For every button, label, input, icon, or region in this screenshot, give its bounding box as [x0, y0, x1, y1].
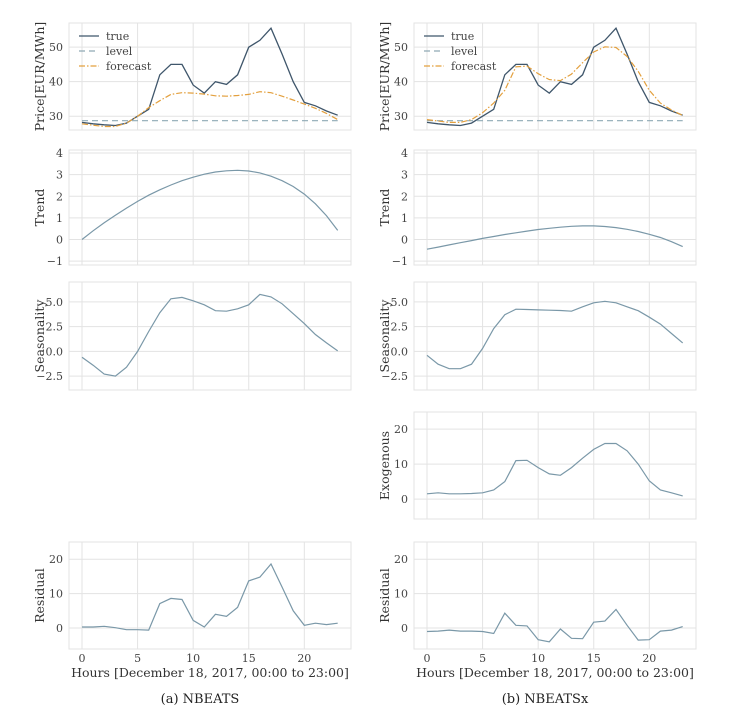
y-tick-label: 1 — [56, 212, 63, 225]
y-axis-label: Residual — [32, 568, 47, 623]
y-tick-label: 40 — [49, 76, 63, 89]
legend-label: forecast — [106, 60, 152, 73]
y-axis-label: Price[EUR/MWh] — [32, 22, 47, 132]
y-tick-label: 20 — [394, 553, 408, 566]
plot-area — [413, 541, 697, 650]
x-tick-label: 5 — [479, 652, 486, 665]
y-tick-label: 2 — [56, 190, 63, 203]
y-tick-label: 30 — [49, 110, 63, 123]
series-line-component — [426, 225, 683, 250]
plot-area — [68, 149, 352, 266]
legend: true level forecast — [424, 30, 497, 73]
series-line-component — [81, 169, 339, 240]
y-tick-label: 0.0 — [391, 345, 409, 358]
y-tick-label: −2.5 — [36, 370, 63, 383]
series-line-component — [81, 293, 339, 377]
y-tick-label: 0 — [56, 233, 63, 246]
x-tick-label: 20 — [297, 652, 311, 665]
x-tick-label: 0 — [424, 652, 431, 665]
y-tick-label: 5.0 — [391, 296, 409, 309]
x-tick-label: 15 — [587, 652, 601, 665]
y-tick-label: 50 — [394, 41, 408, 54]
y-axis-label: Trend — [377, 189, 392, 227]
y-tick-label: 1 — [401, 212, 408, 225]
y-tick-label: 30 — [394, 110, 408, 123]
x-axis-label: Hours [December 18, 2017, 00:00 to 23:00… — [71, 665, 349, 680]
y-tick-label: 2 — [401, 190, 408, 203]
y-tick-label: 2.5 — [391, 321, 409, 334]
plot-area — [413, 149, 697, 266]
y-tick-label: 20 — [49, 553, 63, 566]
y-tick-label: 0.0 — [46, 345, 64, 358]
x-tick-label: 15 — [242, 652, 256, 665]
series-line-component — [82, 562, 338, 631]
x-tick-label: 0 — [79, 652, 86, 665]
y-tick-label: 20 — [394, 423, 408, 436]
x-tick-label: 10 — [531, 652, 545, 665]
series-line-forecast — [81, 91, 338, 128]
series-line-component — [426, 300, 684, 370]
y-tick-label: 5.0 — [46, 296, 64, 309]
legend-label: level — [106, 45, 133, 58]
y-tick-label: 50 — [49, 41, 63, 54]
x-tick-label: 10 — [186, 652, 200, 665]
subfigure-caption: (b) NBEATSx — [502, 692, 589, 707]
subfigure-caption: (a) NBEATS — [161, 692, 240, 707]
y-tick-label: −1 — [47, 255, 63, 268]
y-axis-label: Trend — [32, 189, 47, 227]
y-tick-label: 0 — [401, 493, 408, 506]
panel-trend: −1 0 1 2 3 4 Trend — [377, 147, 697, 268]
series-line-component — [426, 442, 683, 497]
y-tick-label: 40 — [394, 76, 408, 89]
y-axis-label: Seasonality — [32, 299, 47, 373]
panel-trend: −1 0 1 2 3 4 Trend — [32, 147, 352, 268]
legend-label: forecast — [451, 60, 497, 73]
series-line-true — [426, 27, 683, 127]
y-tick-label: 0 — [401, 233, 408, 246]
y-tick-label: −2.5 — [381, 370, 408, 383]
series-line-component — [426, 608, 683, 643]
y-tick-label: 2.5 — [46, 321, 64, 334]
y-tick-label: 3 — [56, 169, 63, 182]
legend-label: level — [451, 45, 478, 58]
x-axis-label: Hours [December 18, 2017, 00:00 to 23:00… — [416, 665, 694, 680]
x-tick-label: 20 — [642, 652, 656, 665]
y-tick-label: 10 — [394, 458, 408, 471]
y-axis-label: Exogenous — [377, 431, 392, 500]
y-tick-label: 3 — [401, 169, 408, 182]
y-tick-label: 10 — [394, 588, 408, 601]
x-tick-label: 5 — [134, 652, 141, 665]
plot-area — [68, 541, 352, 650]
y-tick-label: 10 — [49, 588, 63, 601]
legend-label: true — [106, 30, 129, 43]
y-axis-label: Residual — [377, 568, 392, 623]
plot-area — [413, 281, 697, 391]
y-tick-label: 4 — [401, 147, 408, 160]
y-axis-label: Price[EUR/MWh] — [377, 22, 392, 132]
y-tick-label: −1 — [392, 255, 408, 268]
plot-area — [413, 411, 697, 520]
y-tick-label: 4 — [56, 147, 63, 160]
y-axis-label: Seasonality — [377, 299, 392, 373]
series-line-forecast — [426, 46, 683, 124]
y-tick-label: 0 — [401, 622, 408, 635]
legend-label: true — [451, 30, 474, 43]
legend: true level forecast — [79, 30, 152, 73]
y-tick-label: 0 — [56, 622, 63, 635]
plot-area — [68, 281, 352, 391]
